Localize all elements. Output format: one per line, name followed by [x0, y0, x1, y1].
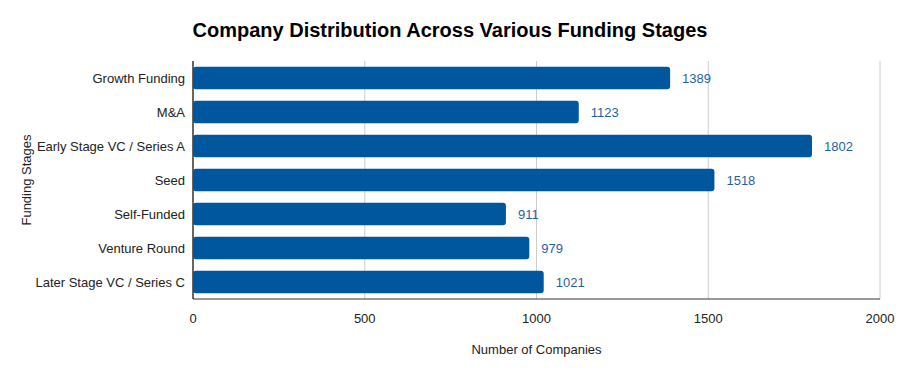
- data-label: 1021: [556, 275, 585, 290]
- category-label: M&A: [157, 105, 186, 120]
- category-label: Later Stage VC / Series C: [35, 275, 185, 290]
- y-axis-title: Funding Stages: [19, 134, 34, 226]
- bar: [193, 271, 544, 293]
- category-label: Early Stage VC / Series A: [37, 139, 185, 154]
- data-label: 1123: [591, 105, 619, 120]
- x-axis-line: [193, 299, 880, 300]
- category-label: Seed: [155, 173, 185, 188]
- tick-label: 1500: [694, 311, 723, 326]
- bar: [193, 101, 579, 123]
- category-label: Venture Round: [98, 241, 185, 256]
- data-label: 979: [541, 241, 563, 256]
- data-label: 1389: [682, 71, 711, 86]
- bar: [193, 237, 529, 259]
- bar: [193, 67, 670, 89]
- chart-container: Company Distribution Across Various Fund…: [0, 0, 900, 374]
- tick-label: 1000: [522, 311, 551, 326]
- bars: [193, 67, 812, 293]
- data-label: 911: [518, 207, 539, 222]
- category-label: Growth Funding: [93, 71, 186, 86]
- chart-svg: Company Distribution Across Various Fund…: [0, 0, 900, 374]
- bar: [193, 169, 714, 191]
- data-label: 1518: [726, 173, 755, 188]
- tick-label: 500: [354, 311, 376, 326]
- bar: [193, 203, 506, 225]
- category-label: Self-Funded: [114, 207, 185, 222]
- data-label: 1802: [824, 139, 853, 154]
- bar: [193, 135, 812, 157]
- grid-line: [880, 61, 881, 299]
- x-axis-title: Number of Companies: [471, 342, 602, 357]
- tick-label: 0: [189, 311, 196, 326]
- title: Company Distribution Across Various Fund…: [193, 19, 708, 41]
- tick-label: 2000: [866, 311, 895, 326]
